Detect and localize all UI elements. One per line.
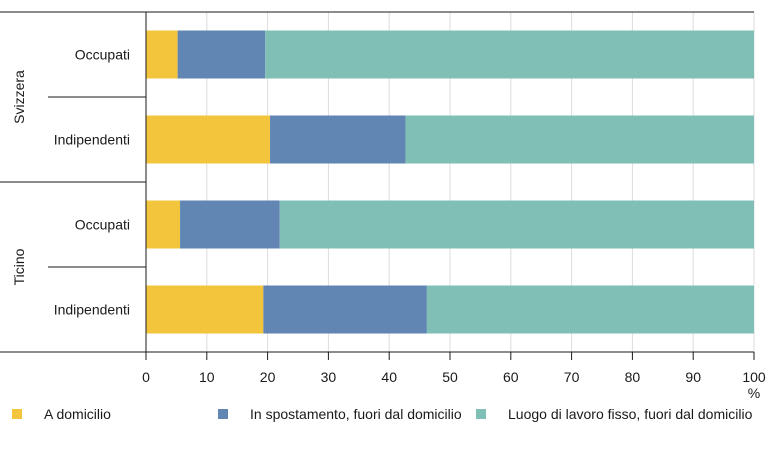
legend-swatch: [12, 409, 22, 419]
x-tick-label: 40: [381, 369, 397, 385]
x-tick-label: 20: [260, 369, 276, 385]
bar-segment: [426, 285, 754, 334]
x-tick-label: 30: [321, 369, 337, 385]
bar-segment: [177, 30, 266, 79]
x-tick-label: 70: [564, 369, 580, 385]
axis-frame: [0, 11, 754, 353]
legend-item: A domicilio: [12, 406, 111, 422]
x-tick-label: 100: [742, 369, 766, 385]
x-axis-ticks: 0 10 20 30 40 50 60 70 80 90 100: [142, 352, 766, 385]
x-tick-label: 50: [442, 369, 458, 385]
legend: A domicilio In spostamento, fuori dal dom…: [12, 406, 768, 430]
x-tick-label: 90: [685, 369, 701, 385]
x-tick-label: 80: [625, 369, 641, 385]
bar-segment: [265, 30, 754, 79]
bar-segment: [270, 115, 406, 164]
bar-segment: [405, 115, 754, 164]
bar-segment: [146, 285, 264, 334]
category-label: Occupati: [75, 47, 130, 63]
category-label: Indipendenti: [54, 302, 130, 318]
group-label: Ticino: [11, 248, 27, 285]
legend-swatch: [218, 409, 228, 419]
legend-label: Luogo di lavoro fisso, fuori dal domicil…: [508, 406, 753, 422]
category-label: Indipendenti: [54, 132, 130, 148]
x-tick-label: 10: [199, 369, 215, 385]
group-label: Svizzera: [11, 70, 27, 124]
bars: [146, 30, 754, 334]
bar-segment: [263, 285, 427, 334]
bar-segment: [146, 30, 178, 79]
legend-label: A domicilio: [44, 406, 111, 422]
category-labels: Occupati Indipendenti Occupati Indipendenti: [54, 47, 130, 318]
bar-segment: [279, 200, 754, 249]
bar-segment: [146, 115, 271, 164]
legend-item: In spostamento, fuori dal domicilio: [218, 406, 462, 422]
category-label: Occupati: [75, 217, 130, 233]
group-labels: Svizzera Ticino: [11, 70, 27, 285]
x-axis-unit: %: [748, 385, 760, 401]
x-tick-label: 60: [503, 369, 519, 385]
bar-segment: [146, 200, 181, 249]
legend-swatch: [476, 409, 486, 419]
bar-segment: [180, 200, 280, 249]
legend-label: In spostamento, fuori dal domicilio: [250, 406, 462, 422]
x-tick-label: 0: [142, 369, 150, 385]
legend-item: Luogo di lavoro fisso, fuori dal domicil…: [476, 406, 752, 422]
